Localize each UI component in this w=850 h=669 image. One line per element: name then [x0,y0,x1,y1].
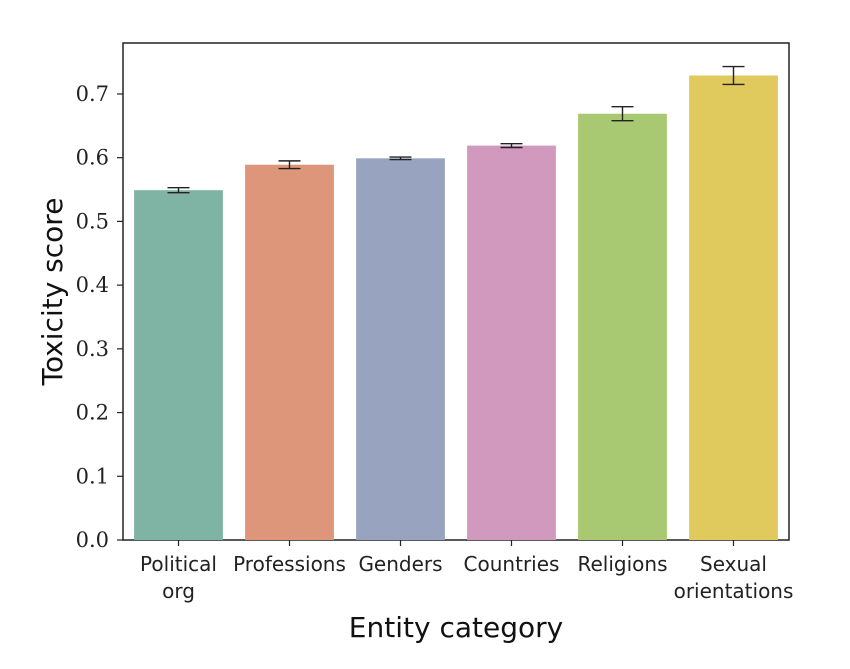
y-axis-label: Toxicity score [36,198,69,387]
plot-frame [122,42,790,541]
bar [689,75,778,540]
error-bar [389,156,412,161]
error-bar [167,186,190,194]
y-tick-label: 0.5 [76,209,109,233]
x-tick-label: Religions [578,552,668,576]
error-bar [611,106,634,122]
bar [245,164,334,540]
x-tick-label: Sexual [700,552,767,576]
bars [134,75,778,541]
x-tick-label: Professions [233,552,346,576]
bar [467,145,556,541]
y-tick-label: 0.2 [76,401,109,425]
x-axis-label: Entity category [349,611,563,644]
y-tick-label: 0.7 [76,82,109,106]
x-tick-label: org [162,579,195,603]
y-tick-label: 0.0 [76,528,109,552]
bar [578,113,667,540]
y-tick-label: 0.6 [76,146,109,170]
error-bar [500,142,523,149]
y-tick-label: 0.1 [76,464,109,488]
x-axis-ticks: Political org Professions Genders Countries R… [140,540,793,603]
error-bars [167,65,745,194]
y-tick-label: 0.3 [76,337,109,361]
error-bar [722,65,745,86]
y-tick-label: 0.4 [76,273,109,297]
error-bar [278,160,301,170]
x-tick-label: Countries [464,552,560,576]
y-axis-ticks: 0.0 0.1 0.2 0.3 0.4 0.5 0.6 0.7 [76,82,123,552]
x-tick-label: Genders [358,552,442,576]
bar [356,158,445,541]
x-tick-label: orientations [674,579,794,603]
bar [134,190,223,540]
x-tick-label: Political [140,552,217,576]
